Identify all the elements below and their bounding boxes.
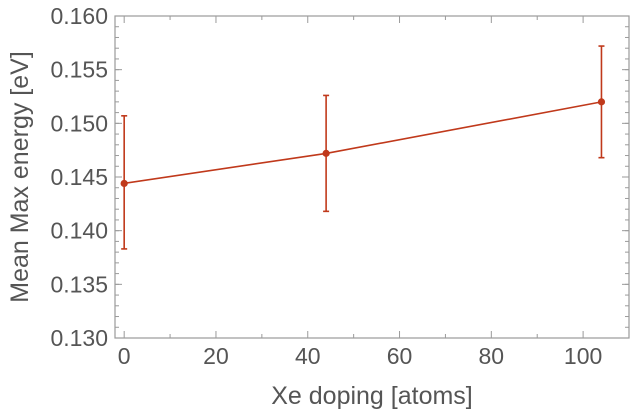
x-tick-label: 40 [295, 343, 321, 369]
y-tick-label: 0.160 [50, 3, 108, 29]
plot-frame [114, 15, 630, 339]
x-tick-label: 100 [564, 343, 602, 369]
x-axis-title: Xe doping [atoms] [271, 382, 473, 410]
data-point [597, 98, 606, 106]
y-tick-label: 0.155 [50, 57, 108, 83]
y-tick-label: 0.140 [50, 218, 108, 244]
data-point [322, 149, 330, 157]
data-point [120, 179, 128, 188]
y-tick-label: 0.150 [50, 110, 108, 136]
x-tick-label: 60 [387, 343, 413, 369]
y-axis: 0.130 0.135 0.140 0.145 0.150 0.155 0.160 [50, 3, 629, 351]
series-line [124, 101, 602, 185]
x-tick-label: 0 [118, 343, 131, 369]
x-axis: 0 20 40 60 80 100 [118, 16, 602, 369]
series-layer [120, 45, 606, 250]
x-tick-label: 20 [203, 343, 229, 369]
y-axis-title: Mean Max energy [eV] [6, 51, 34, 303]
x-tick-label: 80 [479, 343, 505, 369]
y-tick-label: 0.135 [50, 271, 108, 297]
y-tick-label: 0.145 [50, 164, 108, 190]
y-tick-label: 0.130 [50, 325, 108, 351]
